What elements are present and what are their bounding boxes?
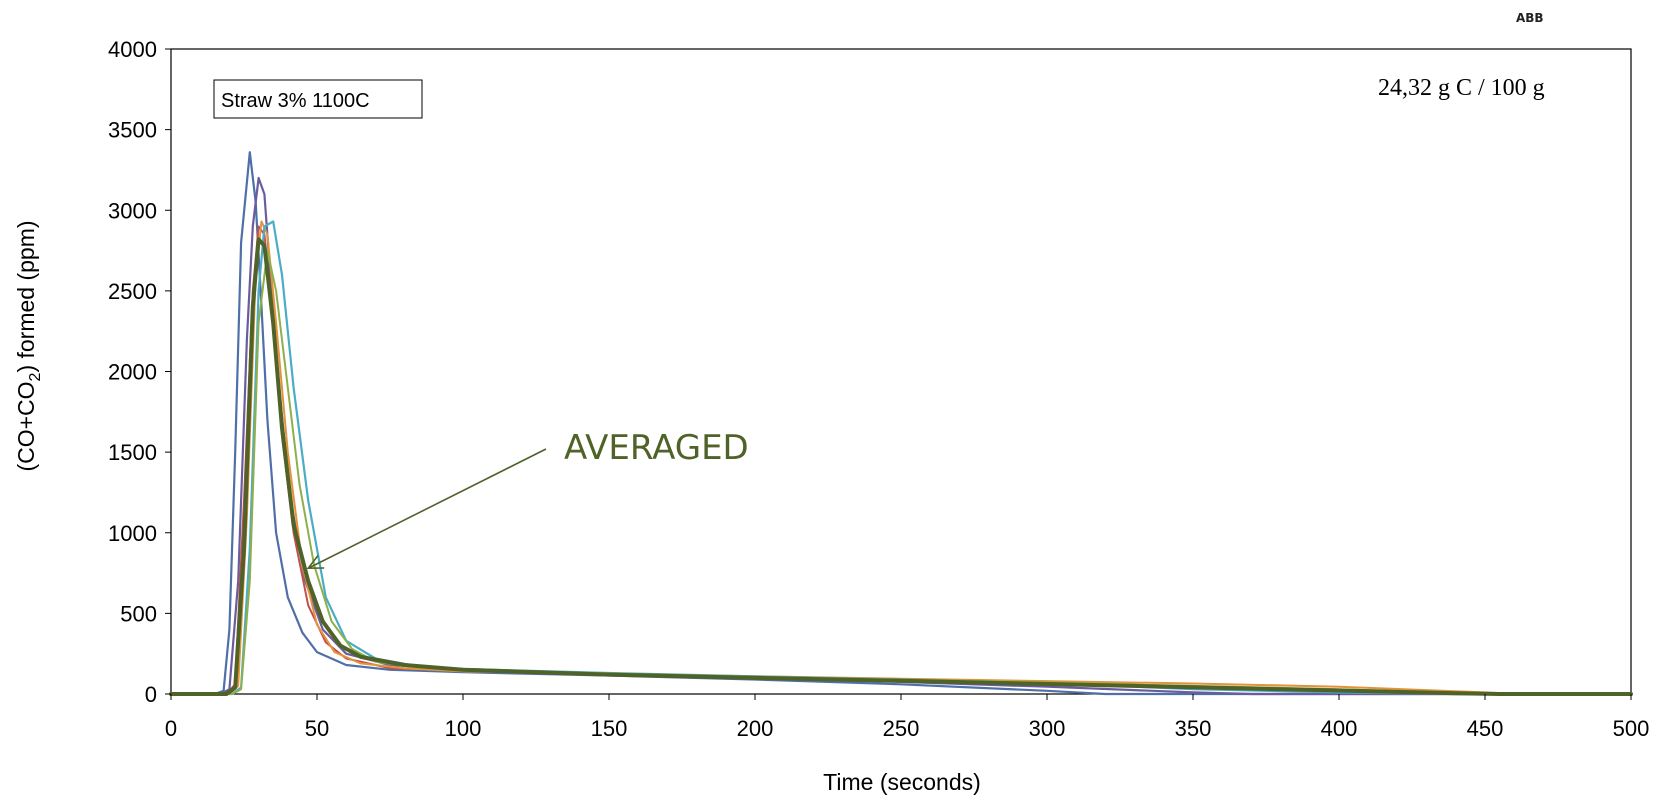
- x-tick-label: 300: [1029, 716, 1066, 741]
- x-tick-label: 200: [737, 716, 774, 741]
- carbon-content-note: 24,32 g C / 100 g: [1378, 75, 1545, 101]
- x-tick-label: 400: [1321, 716, 1358, 741]
- x-tick-label: 100: [445, 716, 482, 741]
- x-tick-label: 250: [883, 716, 920, 741]
- annotation-arrow-line: [307, 448, 547, 569]
- x-axis-title: Time (seconds): [823, 769, 981, 795]
- x-tick-label: 500: [1613, 716, 1650, 741]
- y-axis: 0 500 1000 1500 2000 2500 3000 3500 4000: [108, 37, 171, 707]
- x-axis: 0 50 100 150 200 250 300 350 400 450 500: [165, 694, 1649, 741]
- y-axis-title-part: (CO+CO: [13, 381, 39, 471]
- x-tick-label: 0: [165, 716, 177, 741]
- annotation-arrow-head: [306, 555, 325, 570]
- y-tick-label: 3000: [108, 198, 157, 223]
- legend-box-label: Straw 3% 1100C: [221, 90, 370, 112]
- brand-label: ABB: [1516, 11, 1544, 25]
- averaged-annotation: AVERAGED: [306, 428, 749, 570]
- y-axis-title-subscript: 2: [27, 372, 44, 381]
- y-axis-title: (CO+CO2) formed (ppm): [13, 220, 44, 471]
- y-tick-label: 2000: [108, 360, 157, 385]
- plot-frame: [170, 48, 1632, 695]
- y-tick-label: 4000: [108, 37, 157, 62]
- y-tick-label: 500: [120, 601, 157, 626]
- plot-area: [169, 48, 1633, 696]
- series-line-run-1: [169, 151, 1633, 696]
- x-tick-label: 150: [591, 716, 628, 741]
- y-tick-label: 1500: [108, 440, 157, 465]
- series-line-averaged: [169, 237, 1633, 696]
- y-tick-label: 0: [145, 682, 157, 707]
- y-tick-label: 2500: [108, 279, 157, 304]
- annotation-label: AVERAGED: [564, 428, 749, 468]
- y-axis-title-part: ) formed (ppm): [13, 220, 39, 372]
- x-tick-label: 50: [305, 716, 329, 741]
- legend-box: Straw 3% 1100C: [213, 79, 423, 119]
- y-tick-label: 1000: [108, 521, 157, 546]
- x-tick-label: 450: [1467, 716, 1504, 741]
- x-tick-label: 350: [1175, 716, 1212, 741]
- y-tick-label: 3500: [108, 118, 157, 143]
- series-layer: [169, 151, 1633, 696]
